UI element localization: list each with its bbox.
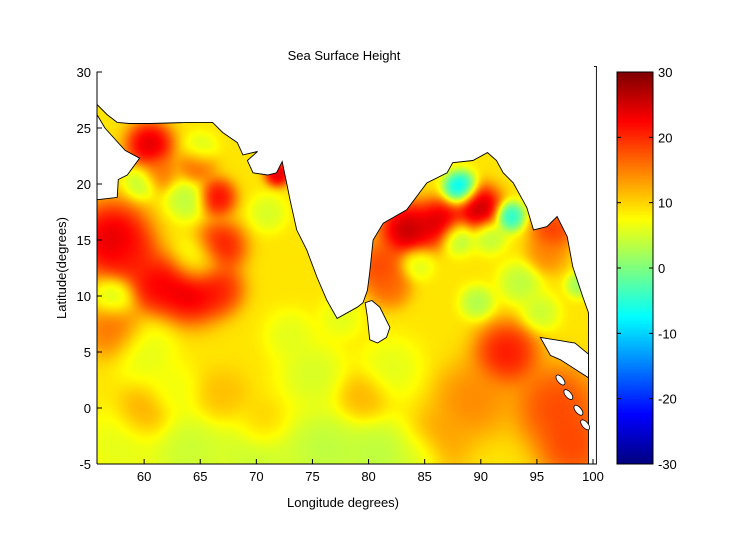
x-axis-label: Longitude degrees) (287, 495, 399, 510)
x-tick-label: 80 (361, 469, 375, 484)
y-tick-label: 0 (84, 401, 91, 416)
y-tick-label: 5 (84, 345, 91, 360)
land-mask (96, 63, 597, 465)
y-tick-label: -5 (79, 457, 91, 472)
colorbar (617, 72, 653, 464)
colorbar-tick-label: 0 (658, 261, 665, 276)
x-tick-label: 65 (193, 469, 207, 484)
colorbar-tick-label: -30 (658, 457, 677, 472)
x-tick-label: 85 (417, 469, 431, 484)
land-polygon (96, 112, 141, 201)
island (563, 389, 574, 400)
island (555, 374, 566, 386)
y-axis-label: Latitude(degrees) (54, 217, 69, 319)
plot-top-mask (96, 63, 594, 72)
axes: 60 65 70 75 80 85 90 95 100 -5 0 5 10 15 20 25 30 (77, 65, 604, 484)
x-tick-label: 60 (137, 469, 151, 484)
colorbar-tick-label: -20 (658, 392, 677, 407)
colorbar-tick-label: 10 (658, 196, 672, 211)
colorbar-axis: -30 -20 -10 0 10 20 30 (616, 65, 677, 472)
y-tick-label: 20 (77, 177, 91, 192)
y-tick-label: 30 (77, 65, 91, 80)
x-tick-label: 90 (474, 469, 488, 484)
x-tick-label: 70 (249, 469, 263, 484)
island (580, 419, 591, 431)
x-tick-label: 75 (305, 469, 319, 484)
chart-title: Sea Surface Height (288, 48, 401, 63)
y-tick-label: 25 (77, 121, 91, 136)
land-polygon (96, 65, 597, 465)
x-tick-label: 100 (582, 469, 604, 484)
colorbar-tick-label: 30 (658, 65, 672, 80)
y-tick-label: 15 (77, 233, 91, 248)
colorbar-tick-label: -10 (658, 326, 677, 341)
y-tick-label: 10 (77, 289, 91, 304)
land-polygon (539, 336, 589, 379)
land-polygon (364, 299, 391, 344)
colorbar-tick-label: 20 (658, 130, 672, 145)
x-tick-label: 95 (530, 469, 544, 484)
island (573, 404, 584, 416)
